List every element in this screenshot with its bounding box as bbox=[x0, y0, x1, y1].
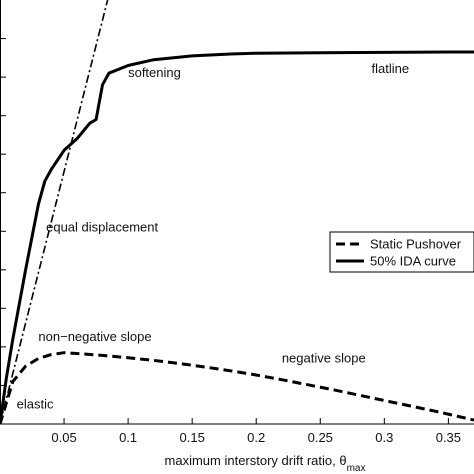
x-tick-label: 0.35 bbox=[436, 430, 461, 445]
x-tick-label: 0.25 bbox=[308, 430, 333, 445]
annotation: flatline bbox=[372, 61, 410, 76]
annotation: non−negative slope bbox=[38, 329, 151, 344]
x-axis-label-text: maximum interstory drift ratio, bbox=[165, 453, 340, 468]
x-axis-label: maximum interstory drift ratio, θmax bbox=[165, 453, 366, 474]
legend: Static Pushover 50% IDA curve bbox=[329, 231, 474, 273]
legend-label: 50% IDA curve bbox=[370, 254, 456, 269]
plot-frame bbox=[0, 0, 474, 425]
series-line-solid bbox=[0, 50, 474, 425]
annotations: softening flatline equal displacement non−n… bbox=[17, 61, 409, 411]
x-tick-label: 0.05 bbox=[51, 430, 76, 445]
x-axis-label-subscript: max bbox=[347, 463, 366, 474]
y-axis-ticks bbox=[0, 38, 6, 386]
series-line-dash-dot bbox=[0, 0, 109, 425]
series-line-dashed bbox=[0, 351, 474, 425]
legend-box bbox=[329, 231, 474, 273]
legend-label: Static Pushover bbox=[370, 237, 462, 252]
series-layer bbox=[0, 0, 474, 425]
x-tick-label: 0.15 bbox=[180, 430, 205, 445]
x-tick-label: 0.3 bbox=[375, 430, 393, 445]
annotation: negative slope bbox=[282, 350, 366, 365]
x-axis-ticks: 0.05 0.1 0.15 0.2 0.25 0.3 0.35 bbox=[51, 418, 461, 445]
annotation: equal displacement bbox=[46, 219, 158, 234]
x-axis-label-symbol: θ bbox=[339, 453, 346, 468]
x-tick-label: 0.1 bbox=[119, 430, 137, 445]
x-tick-label: 0.2 bbox=[247, 430, 265, 445]
annotation: elastic bbox=[17, 397, 54, 412]
annotation: softening bbox=[128, 65, 181, 80]
